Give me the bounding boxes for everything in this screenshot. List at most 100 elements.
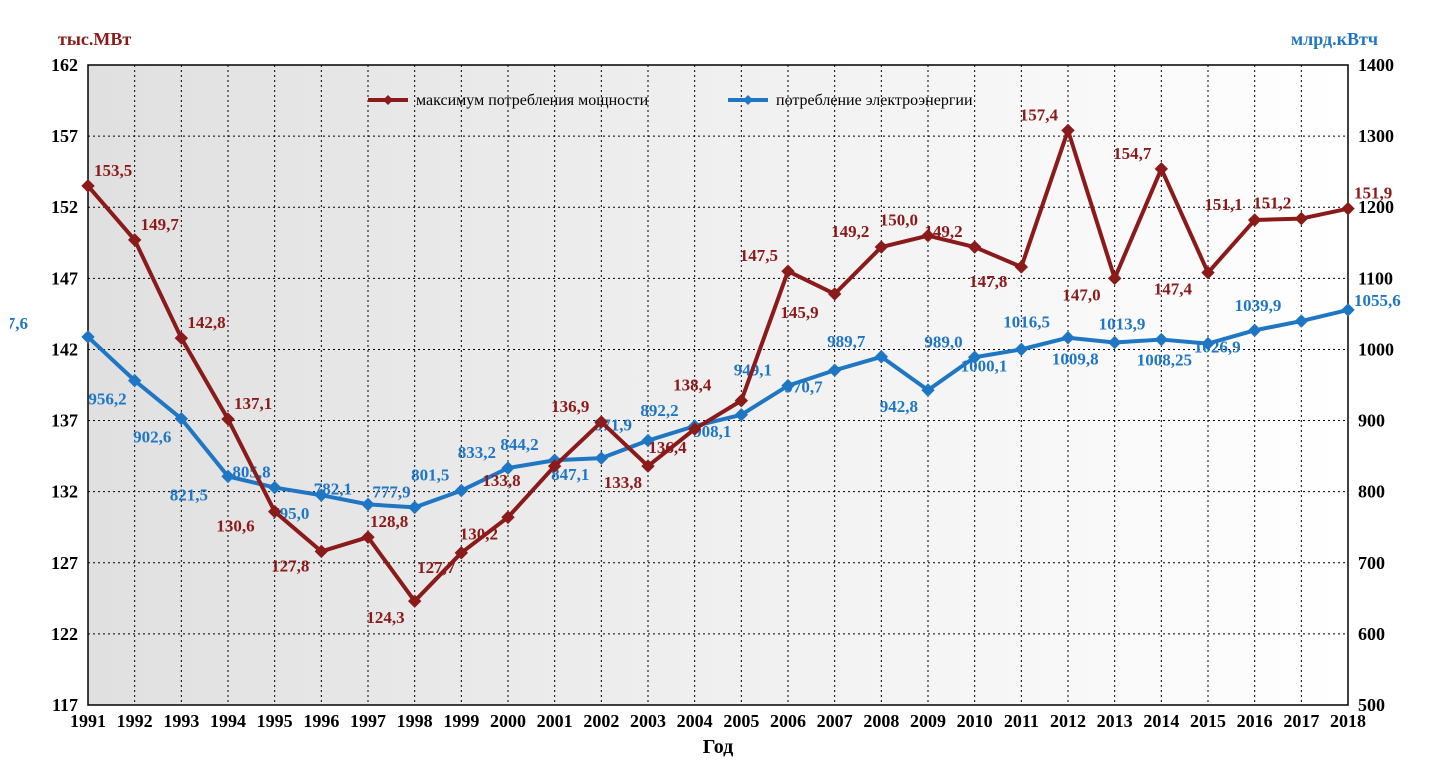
x-tick: 1998 bbox=[397, 711, 433, 731]
series_blue-label: 1017,6 bbox=[10, 314, 28, 333]
series_red-label: 145,9 bbox=[780, 303, 818, 322]
y-left-tick: 147 bbox=[51, 268, 78, 288]
series_red-label: 147,5 bbox=[740, 246, 778, 265]
x-tick: 1992 bbox=[117, 711, 153, 731]
series_blue-label: 1008,25 bbox=[1137, 351, 1192, 370]
series_blue-label: 777,9 bbox=[372, 482, 410, 501]
x-tick: 2006 bbox=[770, 711, 806, 731]
series_red-label: 149,2 bbox=[924, 222, 962, 241]
y-right-tick: 700 bbox=[1358, 553, 1385, 573]
y-left-title: тыс.МВт bbox=[58, 29, 131, 49]
series_blue-label: 1026,9 bbox=[1194, 337, 1241, 356]
legend-label: потребление электроэнергии bbox=[776, 92, 973, 109]
series_blue-label: 970,7 bbox=[784, 377, 823, 396]
series_red-label: 130,6 bbox=[216, 517, 254, 536]
x-tick: 2011 bbox=[1004, 711, 1039, 731]
x-tick: 2010 bbox=[957, 711, 993, 731]
series_blue-label: 844,2 bbox=[500, 435, 538, 454]
series_red-label: 128,8 bbox=[370, 512, 408, 531]
series_blue-label: 1016,5 bbox=[1003, 313, 1050, 332]
x-tick: 2018 bbox=[1330, 711, 1366, 731]
series_red-label: 153,5 bbox=[94, 161, 132, 180]
x-tick: 2009 bbox=[910, 711, 946, 731]
x-tick: 2016 bbox=[1237, 711, 1273, 731]
series_blue-label: 833,2 bbox=[458, 443, 496, 462]
series_red-label: 150,0 bbox=[880, 211, 918, 230]
x-tick: 2013 bbox=[1097, 711, 1133, 731]
series_red-label: 151,1 bbox=[1204, 195, 1242, 214]
y-right-title: млрд.кВтч bbox=[1291, 29, 1378, 49]
x-tick: 2003 bbox=[630, 711, 666, 731]
x-tick: 2017 bbox=[1283, 711, 1319, 731]
series_blue-label: 801,5 bbox=[411, 466, 449, 485]
x-tick: 1999 bbox=[443, 711, 479, 731]
y-left-tick: 122 bbox=[51, 624, 78, 644]
x-tick: 1996 bbox=[303, 711, 339, 731]
y-right-tick: 1000 bbox=[1358, 339, 1394, 359]
x-tick: 2004 bbox=[677, 711, 713, 731]
series_blue-label: 1055,6 bbox=[1354, 291, 1401, 310]
series_blue-label: 1009,8 bbox=[1052, 349, 1099, 368]
legend-label: максимум потребления мощности bbox=[416, 92, 649, 109]
series_blue-label: 942,8 bbox=[880, 397, 918, 416]
x-tick: 1997 bbox=[350, 711, 386, 731]
series_blue-label: 892,2 bbox=[640, 401, 678, 420]
x-tick: 2002 bbox=[583, 711, 619, 731]
x-tick: 2012 bbox=[1050, 711, 1086, 731]
x-tick: 1991 bbox=[70, 711, 106, 731]
y-right-tick: 900 bbox=[1358, 411, 1385, 431]
x-tick: 2015 bbox=[1190, 711, 1226, 731]
y-right-tick: 1400 bbox=[1358, 55, 1394, 75]
x-tick: 2001 bbox=[537, 711, 573, 731]
series_red-label: 149,7 bbox=[141, 215, 180, 234]
series_blue-label: 1039,9 bbox=[1235, 296, 1282, 315]
series_red-label: 127,7 bbox=[417, 558, 456, 577]
y-left-tick: 127 bbox=[51, 553, 78, 573]
series_blue-label: 821,5 bbox=[170, 485, 208, 504]
x-tick: 1994 bbox=[210, 711, 246, 731]
series_red-label: 136,4 bbox=[648, 438, 687, 457]
x-title: Год bbox=[703, 736, 734, 758]
series_red-label: 142,8 bbox=[187, 313, 225, 332]
y-right-tick: 600 bbox=[1358, 624, 1385, 644]
y-left-tick: 142 bbox=[51, 339, 78, 359]
series_blue-label: 782,1 bbox=[314, 479, 352, 498]
series_blue-label: 956,2 bbox=[88, 390, 126, 409]
x-tick: 2000 bbox=[490, 711, 526, 731]
series_blue-label: 989,0 bbox=[924, 332, 962, 351]
series_red-label: 151,2 bbox=[1253, 194, 1291, 213]
series_blue-label: 1013,9 bbox=[1099, 315, 1146, 334]
x-tick: 1993 bbox=[163, 711, 199, 731]
y-right-tick: 1300 bbox=[1358, 126, 1394, 146]
series_red-label: 136,9 bbox=[551, 397, 589, 416]
series_red-label: 147,0 bbox=[1062, 285, 1100, 304]
series_red-label: 157,4 bbox=[1020, 105, 1059, 124]
series_blue-label: 1000,1 bbox=[961, 356, 1008, 375]
series_red-label: 138,4 bbox=[673, 376, 712, 395]
series_red-label: 130,2 bbox=[460, 524, 498, 543]
series_blue-label: 989,7 bbox=[827, 332, 866, 351]
x-tick: 2005 bbox=[723, 711, 759, 731]
y-left-tick: 157 bbox=[51, 126, 78, 146]
x-tick: 2007 bbox=[817, 711, 853, 731]
series_red-label: 151,9 bbox=[1354, 184, 1392, 203]
y-left-tick: 132 bbox=[51, 482, 78, 502]
series_red-label: 127,8 bbox=[271, 556, 309, 575]
y-right-tick: 1100 bbox=[1358, 268, 1393, 288]
series_red-label: 147,4 bbox=[1154, 280, 1193, 299]
x-tick: 2014 bbox=[1143, 711, 1179, 731]
y-right-tick: 800 bbox=[1358, 482, 1385, 502]
y-left-tick: 137 bbox=[51, 411, 78, 431]
series_blue-label: 902,6 bbox=[133, 428, 171, 447]
series_red-label: 137,1 bbox=[234, 394, 272, 413]
series_red-label: 154,7 bbox=[1113, 144, 1152, 163]
series_red-label: 133,8 bbox=[482, 471, 520, 490]
power-consumption-chart: 1171221271321371421471521571625006007008… bbox=[10, 10, 1437, 763]
series_red-label: 133,8 bbox=[604, 473, 642, 492]
x-tick: 2008 bbox=[863, 711, 899, 731]
series_red-label: 124,3 bbox=[366, 608, 404, 627]
y-left-tick: 162 bbox=[51, 55, 78, 75]
x-tick: 1995 bbox=[257, 711, 293, 731]
y-left-tick: 152 bbox=[51, 197, 78, 217]
plot-area bbox=[88, 65, 1348, 705]
